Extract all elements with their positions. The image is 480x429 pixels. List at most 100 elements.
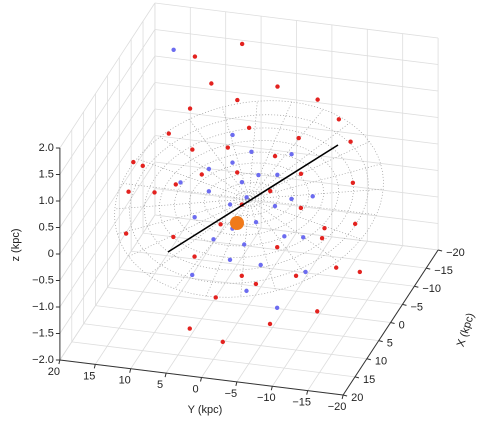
point xyxy=(171,47,176,52)
point xyxy=(275,245,280,250)
tick xyxy=(354,376,360,379)
point xyxy=(192,254,197,259)
wireframe xyxy=(248,141,370,200)
grid-line xyxy=(154,188,439,224)
point xyxy=(140,163,145,169)
point xyxy=(282,234,287,239)
x-tick-label: −10 xyxy=(422,283,441,295)
point xyxy=(246,125,252,130)
point xyxy=(253,220,259,225)
y-tick-label: −15 xyxy=(292,397,311,409)
grid-line xyxy=(59,55,156,202)
grid-line xyxy=(59,2,156,149)
grid-line xyxy=(154,29,439,65)
point xyxy=(227,257,233,262)
tick xyxy=(235,381,238,386)
z-tick-label: −1.0 xyxy=(32,301,54,313)
point xyxy=(272,153,278,159)
grid-line xyxy=(59,108,156,255)
x-tick-label: 20 xyxy=(351,392,363,404)
tick xyxy=(270,386,273,391)
point xyxy=(178,180,183,185)
grid-line xyxy=(59,214,156,361)
point xyxy=(225,145,231,150)
point xyxy=(289,196,294,202)
y-tick-label: 20 xyxy=(48,366,60,378)
point xyxy=(296,135,301,141)
point xyxy=(293,273,299,278)
sun xyxy=(230,216,244,230)
point xyxy=(166,131,171,136)
tick xyxy=(58,359,61,365)
tick xyxy=(437,249,443,252)
wireframe xyxy=(248,101,258,200)
point xyxy=(322,225,327,231)
point xyxy=(152,190,157,195)
wireframe xyxy=(248,109,324,200)
point xyxy=(192,54,198,59)
grid-line xyxy=(94,219,191,365)
wireframe xyxy=(159,136,250,200)
tick xyxy=(306,390,309,395)
z-tick-label: −1.5 xyxy=(32,327,54,339)
wireframe xyxy=(136,158,250,200)
tick xyxy=(341,394,344,400)
z-tick-label: 0 xyxy=(48,248,54,260)
point xyxy=(206,189,212,194)
tick xyxy=(93,364,96,369)
wireframe xyxy=(188,162,310,236)
y-tick-label: −20 xyxy=(328,401,347,413)
point xyxy=(319,236,325,241)
point xyxy=(253,281,259,287)
wireframe xyxy=(128,198,250,257)
point xyxy=(348,139,353,144)
point xyxy=(268,188,273,194)
x-tick-label: −15 xyxy=(434,265,453,277)
point xyxy=(211,237,216,242)
point xyxy=(244,288,249,294)
tick xyxy=(164,373,167,378)
point xyxy=(235,97,240,103)
x-tick-label: 5 xyxy=(387,338,393,350)
point xyxy=(209,81,214,86)
wireframe xyxy=(248,198,362,240)
y-axis-label: Y (kpc) xyxy=(188,404,223,416)
point xyxy=(256,172,261,178)
point xyxy=(242,242,247,247)
point xyxy=(350,180,356,185)
point xyxy=(267,321,273,327)
point xyxy=(336,117,342,122)
point xyxy=(235,170,240,175)
point xyxy=(352,221,358,227)
point xyxy=(239,41,245,47)
point xyxy=(315,97,320,102)
galactic-line xyxy=(167,144,339,253)
point xyxy=(334,265,339,270)
point xyxy=(298,205,304,211)
point xyxy=(289,152,294,157)
point xyxy=(187,326,192,331)
grid-line xyxy=(59,161,156,308)
wireframe xyxy=(248,122,350,200)
point xyxy=(301,235,306,240)
x-tick-label: 10 xyxy=(375,356,387,368)
y-tick-label: 0 xyxy=(192,383,198,395)
point xyxy=(126,189,131,194)
point xyxy=(274,305,280,310)
grid-line xyxy=(154,82,439,118)
grid-line xyxy=(154,55,439,92)
point xyxy=(230,160,235,165)
point xyxy=(310,194,315,199)
wireframe xyxy=(248,198,339,262)
wireframe xyxy=(221,106,250,200)
tick xyxy=(390,322,395,324)
tick xyxy=(342,394,348,397)
point xyxy=(244,195,249,200)
grid-line xyxy=(201,232,297,378)
point xyxy=(249,149,254,155)
wireframe xyxy=(203,172,295,226)
point xyxy=(315,309,320,314)
wireframe xyxy=(248,198,377,216)
x-tick-label: 15 xyxy=(363,374,375,386)
